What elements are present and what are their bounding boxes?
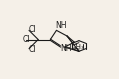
Text: NH: NH bbox=[61, 44, 72, 53]
Text: NH: NH bbox=[55, 21, 66, 30]
Text: CH₃: CH₃ bbox=[72, 44, 85, 50]
Text: Cl: Cl bbox=[22, 35, 30, 44]
Text: Cl: Cl bbox=[29, 25, 36, 34]
Text: Cl: Cl bbox=[29, 45, 36, 54]
